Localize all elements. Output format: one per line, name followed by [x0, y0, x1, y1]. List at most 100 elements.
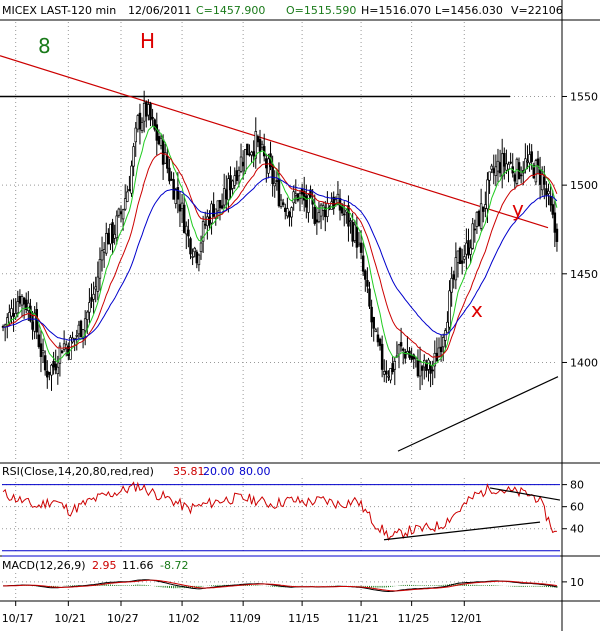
price-bar [281, 198, 285, 208]
bar-body [277, 177, 281, 207]
rsi-panel: 40 60 80 RSI(Close,14,20,80,red,red) 35.81… [2, 465, 584, 553]
bar-body [37, 334, 41, 347]
bar-body [151, 116, 154, 119]
bar-body [46, 370, 49, 378]
bar-body [113, 233, 116, 239]
bar-body [140, 122, 144, 131]
bar-body [359, 242, 363, 253]
date-tick-label: 10/17 [2, 612, 34, 625]
bar-body [176, 187, 180, 200]
bar-body [463, 256, 466, 260]
bar-body [370, 306, 373, 323]
bar-body [555, 228, 559, 242]
bar-body [286, 208, 289, 217]
bar-body [452, 274, 456, 280]
price-bar [117, 207, 121, 218]
bar-body [441, 337, 445, 348]
price-bar [233, 167, 236, 190]
bar-body [60, 350, 64, 354]
bar-body [130, 165, 133, 194]
bar-body [340, 205, 344, 214]
price-bar [35, 302, 38, 340]
rsi-axis: 40 60 80 [562, 479, 584, 536]
price-bar [250, 150, 253, 163]
bar-body [364, 270, 367, 280]
macd-axis: 10 [562, 576, 584, 589]
price-bar [458, 246, 462, 265]
bar-body [265, 158, 268, 169]
bar-body [296, 193, 300, 201]
rsi-line [2, 481, 557, 542]
price-bar [193, 246, 196, 258]
price-bar [172, 172, 175, 200]
price-bar [416, 349, 420, 378]
price-bar [170, 171, 173, 181]
price-bar [290, 206, 293, 227]
price-bar [149, 101, 152, 127]
bar-body [456, 250, 460, 263]
bar-body [134, 127, 137, 143]
bar-body [233, 175, 236, 186]
price-bar [383, 359, 386, 383]
bar-body [189, 238, 192, 255]
bar-body [326, 202, 329, 217]
price-bar [448, 280, 451, 331]
price-bar [102, 242, 106, 268]
bar-body [538, 169, 542, 185]
bar-body [380, 343, 384, 370]
price-bar [357, 232, 361, 247]
bar-body [349, 220, 352, 222]
macd-signal-line [3, 579, 557, 592]
bar-body [361, 255, 365, 272]
bar-body [271, 164, 274, 185]
bar-body [102, 249, 106, 253]
price-bar [12, 298, 15, 332]
price-bar [526, 145, 529, 170]
bar-body [305, 195, 308, 208]
price-bar [252, 140, 255, 168]
bar-body [481, 206, 485, 212]
bar-body [187, 229, 190, 237]
bar-body [393, 360, 397, 370]
date-tick-label: 11/15 [288, 612, 320, 625]
bar-body [109, 223, 112, 245]
price-bar [441, 333, 445, 362]
bar-body [20, 296, 24, 306]
price-tick-label: 1500 [570, 179, 598, 192]
chart-header: MICEX LAST-120 min 12/06/2011 C=1457.900… [2, 4, 563, 17]
bar-body [383, 371, 386, 375]
bar-body [351, 221, 354, 242]
bar-body [155, 124, 159, 141]
bar-body [313, 206, 317, 224]
bar-body [302, 191, 306, 201]
price-bar [435, 337, 439, 362]
price-bar [256, 134, 260, 148]
bar-body [267, 158, 270, 174]
date-axis: 10/17 10/21 10/27 11/02 11/09 11/15 11/21 11/25… [2, 601, 482, 625]
price-bar [288, 210, 291, 227]
price-bar [24, 292, 28, 314]
macd-panel: 10 MACD(12,26,9) 2.95 11.66 -8.72 [2, 555, 584, 598]
bar-body [199, 242, 203, 253]
price-bar [431, 360, 434, 386]
price-bar [79, 319, 83, 338]
bar-body [446, 321, 449, 333]
price-bar [355, 216, 359, 259]
bar-body [208, 216, 211, 226]
bar-body [429, 364, 432, 374]
rsi-resistance-line [489, 487, 561, 501]
price-bar [517, 157, 521, 180]
price-bar [374, 327, 378, 333]
price-bar [391, 356, 394, 375]
bar-body [486, 179, 489, 210]
price-bar [279, 194, 283, 209]
price-bar [220, 193, 224, 210]
price-bar [33, 306, 36, 340]
bar-body [31, 321, 34, 330]
bar-body [50, 364, 53, 376]
price-bar [307, 193, 310, 223]
price-bar [511, 153, 514, 178]
bar-body [229, 175, 232, 191]
bar-body [149, 103, 152, 121]
bar-body [241, 161, 245, 167]
